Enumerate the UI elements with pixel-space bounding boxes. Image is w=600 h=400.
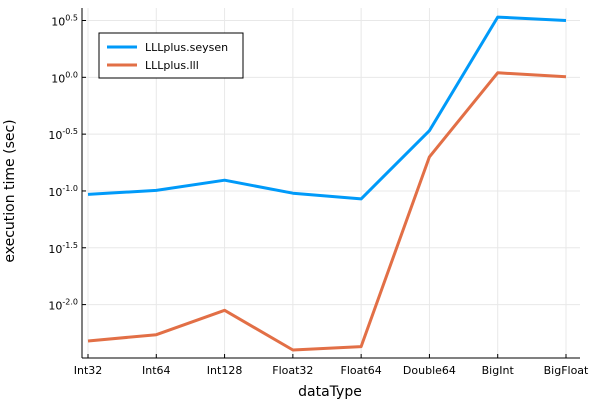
x-tick-label: Float64 bbox=[341, 364, 382, 377]
x-axis-label: dataType bbox=[298, 384, 362, 400]
x-tick-label: Double64 bbox=[403, 364, 456, 377]
x-tick-labels: Int32 Int64 Int128 Float32 Float64 Double64 Bi… bbox=[74, 364, 589, 377]
legend: LLLplus.seysen LLLplus.lll bbox=[98, 32, 244, 79]
axes bbox=[81, 8, 580, 359]
legend-entry: LLLplus.lll bbox=[145, 59, 199, 72]
series-lines bbox=[87, 15, 567, 352]
legend-entry: LLLplus.seysen bbox=[145, 41, 228, 54]
x-tick-label: BigInt bbox=[482, 364, 515, 377]
y-tick-label: 10-1.5 bbox=[48, 241, 78, 256]
x-tick-label: Float32 bbox=[272, 364, 313, 377]
legend-box bbox=[98, 32, 244, 79]
y-tick-label: 100.0 bbox=[51, 70, 78, 85]
x-tick-label: BigFloat bbox=[544, 364, 589, 377]
y-axis-label: execution time (sec) bbox=[2, 119, 18, 262]
x-tick-label: Int64 bbox=[142, 364, 171, 377]
y-tick-label: 100.5 bbox=[51, 14, 78, 29]
y-tick-label: 10-1.0 bbox=[48, 184, 78, 199]
x-tick-label: Int128 bbox=[207, 364, 243, 377]
y-tick-label: 10-0.5 bbox=[48, 127, 78, 142]
series-line-0 bbox=[87, 15, 567, 201]
series-line-1 bbox=[87, 71, 567, 352]
y-tick-label: 10-2.0 bbox=[48, 298, 78, 313]
y-tick-labels: 10-2.0 10-1.5 10-1.0 10-0.5 100.0 100.5 bbox=[48, 14, 78, 313]
x-tick-label: Int32 bbox=[74, 364, 103, 377]
